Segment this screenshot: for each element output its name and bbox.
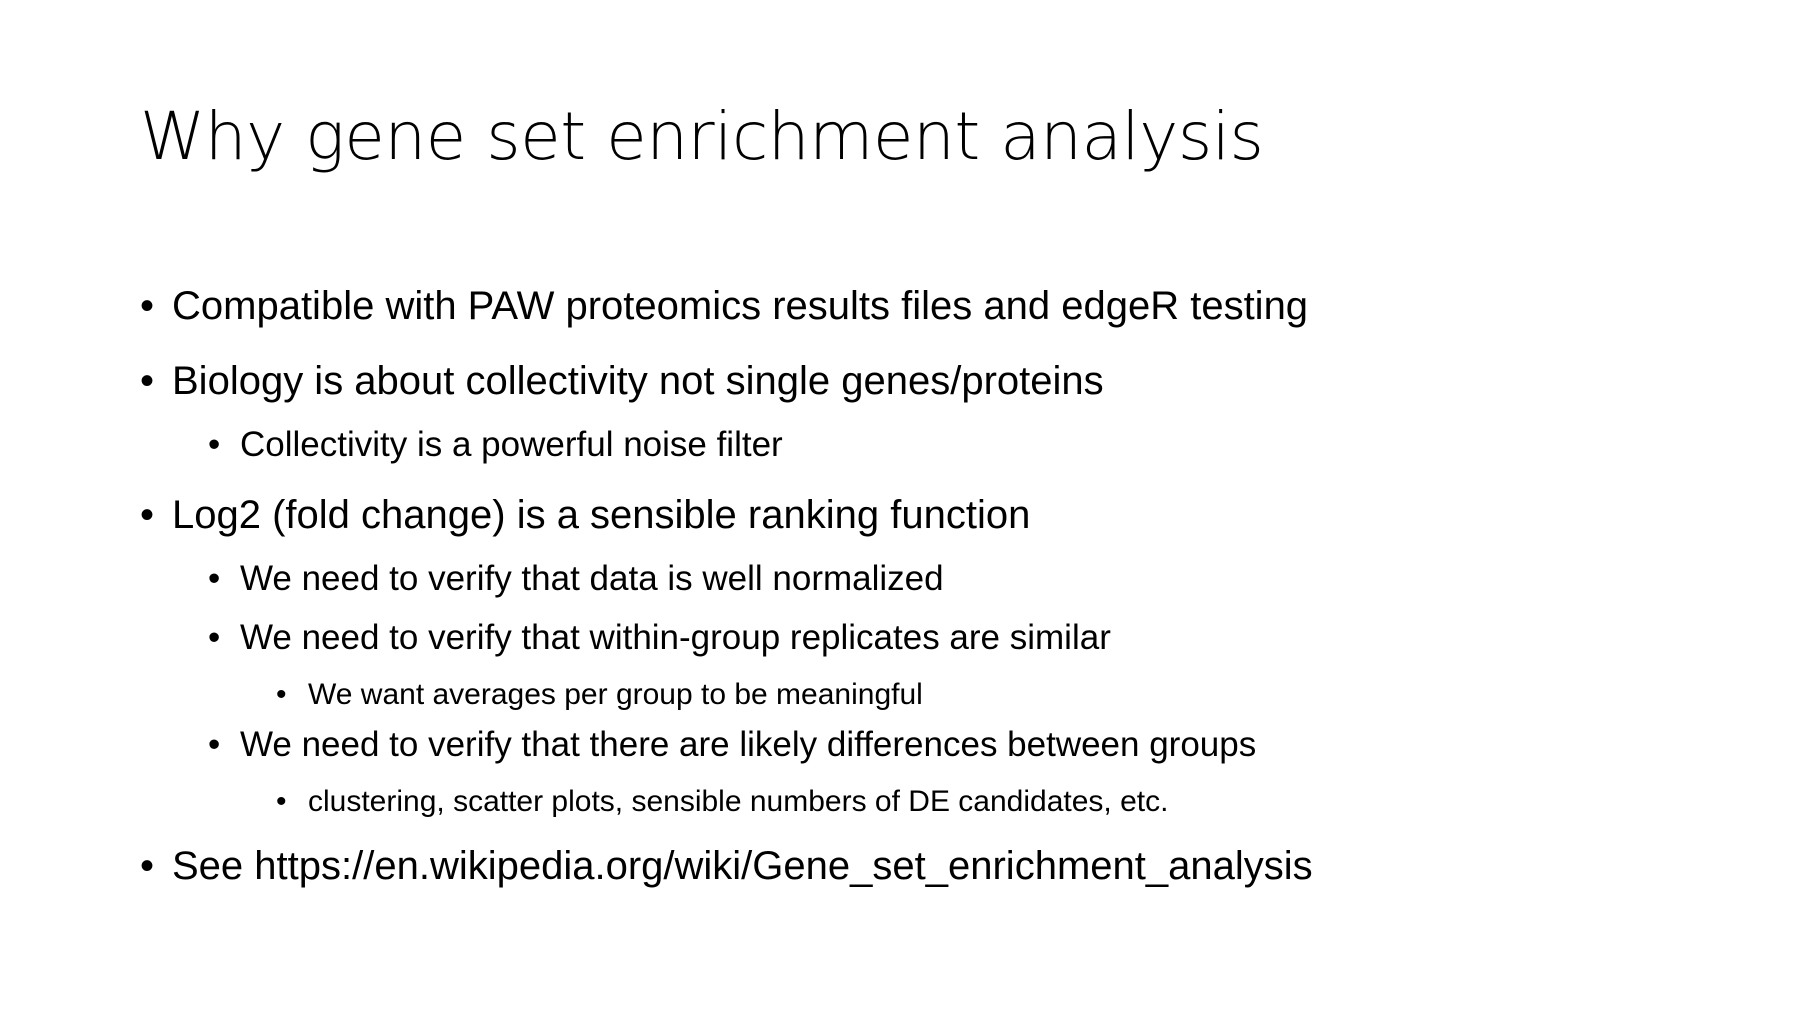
bullet-dot: • [276, 678, 287, 711]
bullet-text: clustering, scatter plots, sensible numb… [308, 785, 1169, 818]
bullet-dot: • [140, 493, 155, 537]
bullet-text: Log2 (fold change) is a sensible ranking… [172, 493, 1031, 537]
bullet-dot: • [276, 785, 287, 818]
bullet-text: We need to verify that there are likely … [240, 725, 1257, 764]
bullet-dot: • [208, 618, 221, 657]
bullet-text: We want averages per group to be meaning… [308, 678, 923, 711]
bullet-text: We need to verify that data is well norm… [240, 559, 944, 598]
bullet-text: We need to verify that within-group repl… [240, 618, 1111, 657]
bullet-text: See https://en.wikipedia.org/wiki/Gene_s… [172, 844, 1313, 888]
bullet-dot: • [208, 425, 221, 464]
bullet-text: Collectivity is a powerful noise filter [240, 425, 783, 464]
bullet-text: Biology is about collectivity not single… [172, 359, 1104, 403]
bullet-dot: • [140, 359, 155, 403]
bullet-dot: • [208, 725, 221, 764]
bullet-dot: • [140, 284, 155, 328]
bullet-dot: • [140, 844, 155, 888]
bullet-text: Compatible with PAW proteomics results f… [172, 284, 1309, 328]
slide-title: Why gene set enrichment analysis [140, 98, 1264, 175]
bullet-dot: • [208, 559, 221, 598]
